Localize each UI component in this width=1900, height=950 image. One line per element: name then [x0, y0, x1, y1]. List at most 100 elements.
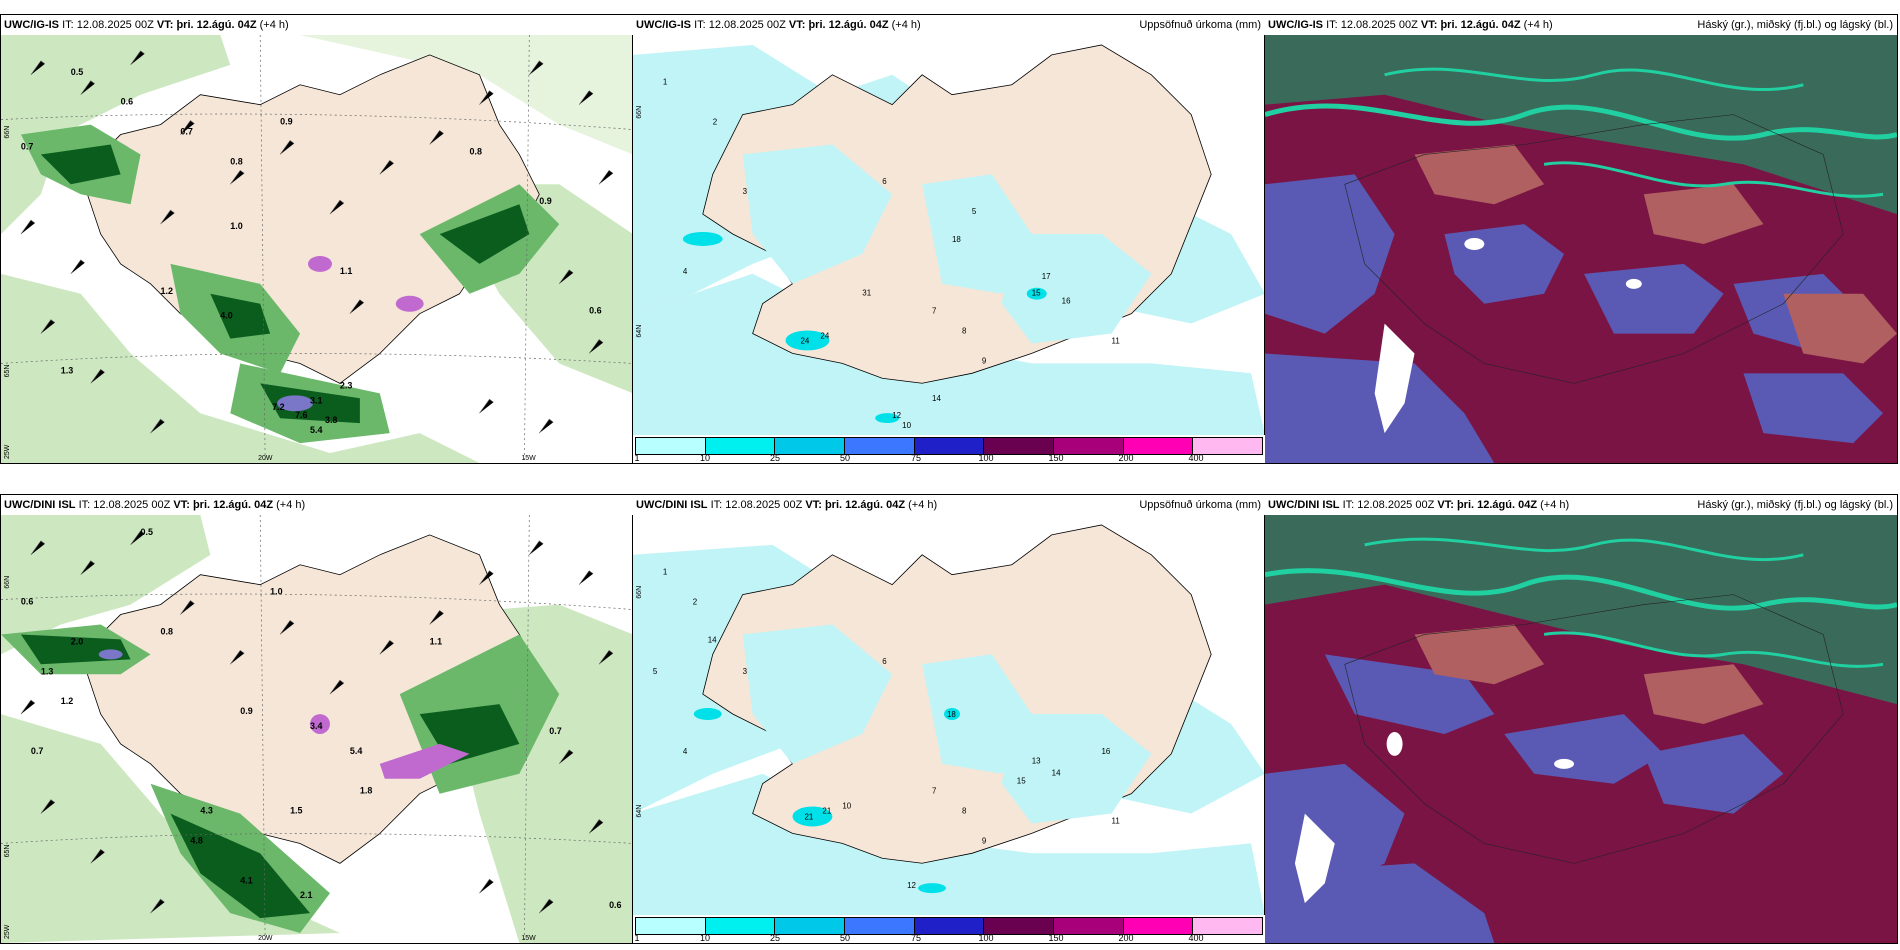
svg-text:8: 8 — [962, 807, 967, 816]
colorbar-swatch — [984, 438, 1055, 454]
svg-text:66N: 66N — [4, 126, 11, 139]
colorbar-swatches — [635, 437, 1263, 455]
svg-text:21: 21 — [822, 807, 831, 816]
svg-text:17: 17 — [1042, 272, 1051, 281]
panel-subtitle: Háský (gr.), miðský (fj.bl.) og lágský (… — [1697, 499, 1893, 511]
svg-text:1.1: 1.1 — [430, 636, 442, 646]
cloud-map — [1265, 35, 1897, 463]
svg-text:2.1: 2.1 — [300, 890, 312, 900]
it-label: IT: — [710, 499, 723, 511]
model-name: UWC/DINI ISL — [636, 499, 708, 511]
svg-text:0.8: 0.8 — [160, 626, 172, 636]
svg-text:14: 14 — [932, 394, 941, 403]
colorbar-label: 200 — [1118, 933, 1134, 943]
svg-text:6: 6 — [882, 177, 887, 186]
valid-time: þri. 12.ágú. 04Z — [1456, 499, 1538, 511]
colorbar-label: 1 — [634, 453, 640, 463]
svg-text:64N: 64N — [636, 325, 643, 338]
colorbar: 1 10 25 50 75 100 150 200 400 — [633, 435, 1265, 463]
svg-text:24: 24 — [820, 331, 829, 340]
svg-text:25W: 25W — [4, 924, 11, 939]
cloud-map-svg — [1265, 515, 1897, 943]
panel-bottom-right: UWC/DINI ISL IT: 12.08.2025 00Z VT: þri.… — [1264, 494, 1898, 944]
lead-time: (+4 h) — [1523, 19, 1553, 31]
colorbar-label: 100 — [978, 933, 994, 943]
svg-text:21: 21 — [804, 812, 813, 821]
svg-text:0.7: 0.7 — [21, 141, 33, 151]
vt-label: VT: — [156, 19, 174, 31]
lead-time: (+4 h) — [276, 499, 306, 511]
panel-subtitle: Háský (gr.), miðský (fj.bl.) og lágský (… — [1697, 19, 1893, 31]
it-label: IT: — [1326, 19, 1338, 31]
colorbar-swatch — [1123, 438, 1194, 454]
colorbar-label: 50 — [839, 933, 851, 943]
colorbar-label: 75 — [910, 933, 922, 943]
cloud-map — [1265, 515, 1897, 943]
svg-text:1.3: 1.3 — [61, 365, 73, 375]
lead-time: (+4 h) — [259, 19, 289, 31]
panel-bottom-left: UWC/DINI ISL IT: 12.08.2025 00Z VT: þri.… — [0, 494, 634, 944]
colorbar-swatch — [636, 918, 706, 934]
svg-text:4: 4 — [683, 747, 688, 756]
cloud-map-svg — [1265, 35, 1897, 463]
model-name: UWC/IG-IS — [1268, 19, 1323, 31]
svg-text:1: 1 — [663, 78, 668, 87]
panel-top-left: UWC/IG-IS IT: 12.08.2025 00Z VT: þri. 12… — [0, 14, 634, 464]
svg-text:2.0: 2.0 — [71, 636, 83, 646]
svg-text:0.8: 0.8 — [470, 146, 482, 156]
colorbar-label: 25 — [769, 453, 781, 463]
vt-label: VT: — [1437, 499, 1454, 511]
wind-map: 0.5 0.6 0.7 0.8 0.9 1.0 1.1 1.2 1.3 2.3 … — [1, 35, 633, 463]
svg-text:0.6: 0.6 — [609, 900, 621, 910]
panel-header: UWC/IG-IS IT: 12.08.2025 00Z VT: þri. 12… — [1265, 15, 1897, 35]
svg-text:20W: 20W — [258, 455, 273, 462]
svg-text:0.6: 0.6 — [121, 97, 133, 107]
panel-subtitle: Uppsöfnuð úrkoma (mm) — [1139, 19, 1261, 31]
panel-subtitle: Uppsöfnuð úrkoma (mm) — [1139, 499, 1261, 511]
wind-map-svg: 0.5 0.6 0.7 0.8 0.9 1.0 1.1 1.2 1.3 2.3 … — [1, 35, 633, 463]
svg-text:10: 10 — [842, 802, 851, 811]
colorbar-label: 75 — [910, 453, 922, 463]
svg-text:64N: 64N — [636, 805, 643, 818]
svg-text:0.6: 0.6 — [21, 597, 33, 607]
model-name: UWC/IG-IS — [636, 19, 691, 31]
colorbar-swatch — [1123, 918, 1194, 934]
lead-time: (+4 h) — [891, 19, 921, 31]
svg-text:4.1: 4.1 — [240, 875, 252, 885]
colorbar-label: 150 — [1048, 453, 1064, 463]
svg-text:1.8: 1.8 — [360, 786, 372, 796]
svg-text:9: 9 — [982, 356, 987, 365]
svg-text:25W: 25W — [4, 444, 11, 459]
svg-text:7.6: 7.6 — [295, 410, 307, 420]
valid-time: þri. 12.ágú. 04Z — [808, 19, 889, 31]
panel-header: UWC/DINI ISL IT: 12.08.2025 00Z VT: þri.… — [1265, 495, 1897, 515]
svg-text:1.5: 1.5 — [290, 806, 302, 816]
colorbar-swatch — [845, 438, 915, 454]
lead-time: (+4 h) — [1540, 499, 1570, 511]
svg-text:5: 5 — [653, 667, 658, 676]
panel-header: UWC/IG-IS IT: 12.08.2025 00Z VT: þri. 12… — [633, 15, 1265, 35]
colorbar-swatch — [1054, 438, 1124, 454]
model-name: UWC/IG-IS — [4, 19, 59, 31]
colorbar-swatch — [914, 438, 985, 454]
svg-text:15: 15 — [1032, 289, 1041, 298]
svg-text:0.7: 0.7 — [31, 746, 43, 756]
svg-text:1.1: 1.1 — [340, 266, 352, 276]
colorbar-label: 400 — [1188, 453, 1204, 463]
colorbar-label: 150 — [1048, 933, 1064, 943]
colorbar-swatch — [914, 918, 985, 934]
colorbar-label: 100 — [978, 453, 994, 463]
svg-text:4.8: 4.8 — [190, 835, 202, 845]
svg-text:0.5: 0.5 — [71, 67, 83, 77]
colorbar-label: 10 — [699, 933, 711, 943]
colorbar-label: 200 — [1118, 453, 1134, 463]
colorbar-swatches — [635, 917, 1263, 935]
svg-text:2: 2 — [713, 118, 718, 127]
svg-text:5: 5 — [972, 207, 977, 216]
colorbar-label: 25 — [769, 933, 781, 943]
it-label: IT: — [62, 19, 74, 31]
precip-map-svg: 1 2 3 4 5 6 7 8 9 10 11 12 14 15 16 17 1… — [633, 35, 1265, 435]
svg-text:0.7: 0.7 — [549, 726, 561, 736]
colorbar-swatch — [984, 918, 1055, 934]
svg-text:4: 4 — [683, 267, 688, 276]
